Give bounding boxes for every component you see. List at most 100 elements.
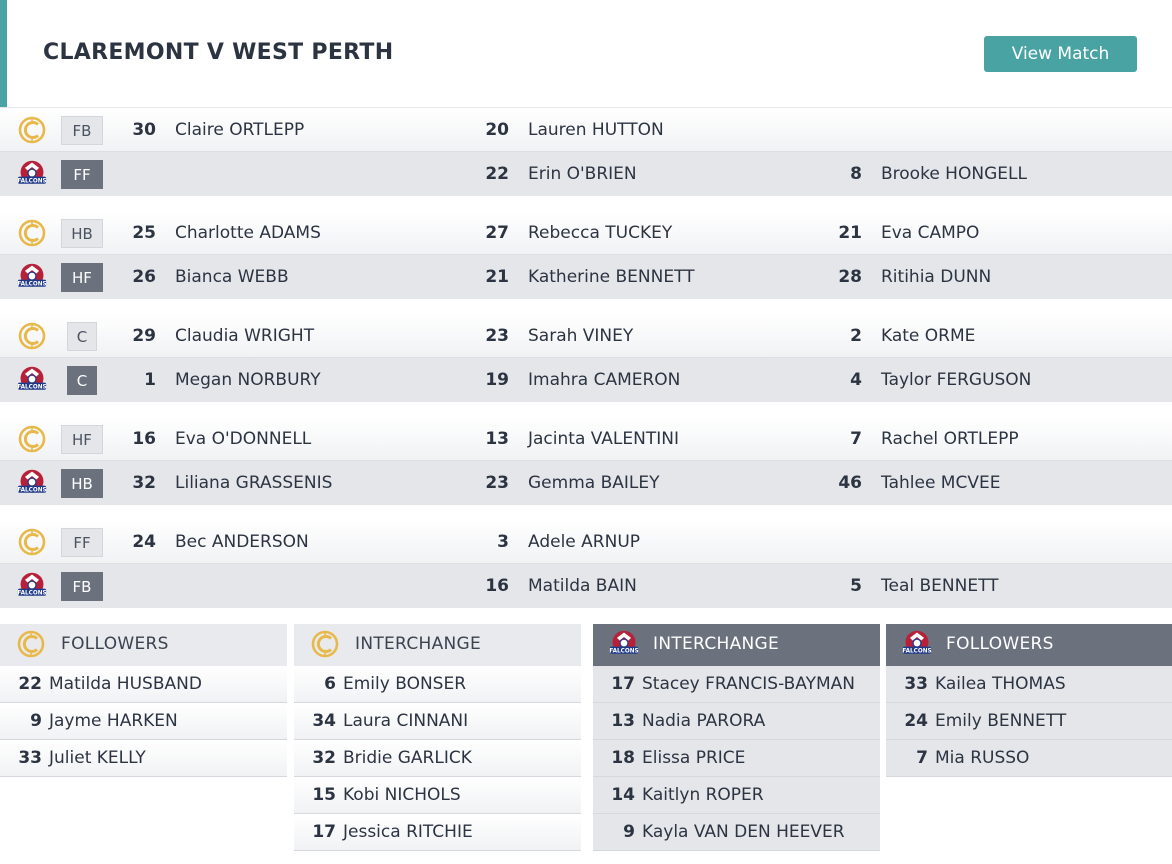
player-number: 17 <box>611 674 635 694</box>
svg-text:FALCONS: FALCONS <box>902 648 931 654</box>
bench-row: 6 Emily BONSER <box>294 666 581 703</box>
player-name[interactable]: Ritihia DUNN <box>881 267 992 287</box>
player-name[interactable]: Erin O'BRIEN <box>528 164 637 184</box>
player-number: 22 <box>485 164 509 184</box>
claremont-logo-icon <box>16 629 46 659</box>
player-name[interactable]: Lauren HUTTON <box>528 120 664 140</box>
player-name[interactable]: Imahra CAMERON <box>528 370 681 390</box>
view-match-button[interactable]: View Match <box>984 36 1137 72</box>
bench-row: 17 Stacey FRANCIS-BAYMAN <box>593 666 880 703</box>
player-number: 8 <box>850 164 862 184</box>
player-number: 25 <box>132 223 156 243</box>
player-name[interactable]: Bridie GARLICK <box>343 748 472 768</box>
player-name[interactable]: Stacey FRANCIS-BAYMAN <box>642 674 855 694</box>
away-row: FALCONS HB 32 Liliana GRASSENIS 23 Gemma BAIL… <box>0 461 1172 505</box>
player-number: 22 <box>18 674 42 694</box>
player-number: 17 <box>312 822 336 842</box>
player-number: 9 <box>30 711 42 731</box>
player-number: 29 <box>132 326 156 346</box>
accent-bar <box>0 0 7 108</box>
west-perth-logo-icon: FALCONS <box>17 365 47 395</box>
claremont-logo-icon <box>310 629 340 659</box>
bench-row: 9 Kayla VAN DEN HEEVER <box>593 814 880 851</box>
player-name[interactable]: Kate ORME <box>881 326 976 346</box>
player-name[interactable]: Laura CINNANI <box>343 711 469 731</box>
player-name[interactable]: Eva O'DONNELL <box>175 429 312 449</box>
position-badge: C <box>67 322 97 351</box>
panel-header: FALCONS INTERCHANGE <box>593 624 880 666</box>
bench-row: 22 Matilda HUSBAND <box>0 666 287 703</box>
claremont-logo-icon <box>17 527 47 557</box>
player-name[interactable]: Rachel ORTLEPP <box>881 429 1019 449</box>
player-name[interactable]: Jacinta VALENTINI <box>528 429 679 449</box>
away-row: FALCONS FB 16 Matilda BAIN 5 Teal BENNETT <box>0 564 1172 608</box>
player-name[interactable]: Claire ORTLEPP <box>175 120 305 140</box>
player-number: 24 <box>904 711 928 731</box>
player-name[interactable]: Kayla VAN DEN HEEVER <box>642 822 845 842</box>
bench-row: 33 Juliet KELLY <box>0 740 287 777</box>
player-name[interactable]: Brooke HONGELL <box>881 164 1027 184</box>
claremont-logo-icon <box>17 218 47 248</box>
player-name[interactable]: Tahlee MCVEE <box>881 473 1001 493</box>
player-number: 23 <box>485 326 509 346</box>
bench-row: 18 Elissa PRICE <box>593 740 880 777</box>
player-name[interactable]: Gemma BAILEY <box>528 473 660 493</box>
player-name[interactable]: Kobi NICHOLS <box>343 785 461 805</box>
position-badge: FB <box>61 116 103 145</box>
player-number: 6 <box>324 674 336 694</box>
player-name[interactable]: Adele ARNUP <box>528 532 641 552</box>
west-perth-logo-icon: FALCONS <box>17 262 47 292</box>
position-badge: C <box>67 366 97 395</box>
player-name[interactable]: Sarah VINEY <box>528 326 634 346</box>
player-number: 33 <box>18 748 42 768</box>
player-number: 5 <box>850 576 862 596</box>
bench-row: 34 Laura CINNANI <box>294 703 581 740</box>
player-name[interactable]: Eva CAMPO <box>881 223 980 243</box>
player-number: 14 <box>611 785 635 805</box>
player-name[interactable]: Kaitlyn ROPER <box>642 785 764 805</box>
match-header: CLAREMONT V WEST PERTH View Match <box>0 0 1172 108</box>
player-name[interactable]: Liliana GRASSENIS <box>175 473 333 493</box>
player-name[interactable]: Emily BONSER <box>343 674 467 694</box>
player-name[interactable]: Jayme HARKEN <box>49 711 178 731</box>
player-number: 4 <box>850 370 862 390</box>
player-name[interactable]: Mia RUSSO <box>935 748 1030 768</box>
player-number: 23 <box>485 473 509 493</box>
player-name[interactable]: Bianca WEBB <box>175 267 289 287</box>
player-name[interactable]: Elissa PRICE <box>642 748 746 768</box>
player-number: 7 <box>850 429 862 449</box>
player-number: 27 <box>485 223 509 243</box>
player-number: 32 <box>312 748 336 768</box>
player-name[interactable]: Teal BENNETT <box>881 576 999 596</box>
position-badge: HB <box>61 469 103 498</box>
player-number: 34 <box>312 711 336 731</box>
panel-header: FOLLOWERS <box>0 624 287 666</box>
player-name[interactable]: Katherine BENNETT <box>528 267 695 287</box>
home-row: C 29 Claudia WRIGHT 23 Sarah VINEY 2 Kate ORME <box>0 314 1172 358</box>
position-badge: HF <box>61 425 103 454</box>
player-name[interactable]: Matilda HUSBAND <box>49 674 202 694</box>
player-name[interactable]: Nadia PARORA <box>642 711 766 731</box>
bench-row: 17 Jessica RITCHIE <box>294 814 581 851</box>
player-name[interactable]: Charlotte ADAMS <box>175 223 321 243</box>
position-badge: FF <box>61 528 103 557</box>
player-name[interactable]: Taylor FERGUSON <box>881 370 1032 390</box>
panel-title: INTERCHANGE <box>355 634 482 654</box>
player-number: 9 <box>623 822 635 842</box>
player-name[interactable]: Matilda BAIN <box>528 576 637 596</box>
home-followers-panel: FOLLOWERS 22 Matilda HUSBAND 9 Jayme HARKEN 3… <box>0 624 287 777</box>
player-name[interactable]: Rebecca TUCKEY <box>528 223 673 243</box>
player-number: 16 <box>485 576 509 596</box>
player-name[interactable]: Megan NORBURY <box>175 370 321 390</box>
player-number: 33 <box>904 674 928 694</box>
player-name[interactable]: Claudia WRIGHT <box>175 326 315 346</box>
player-number: 46 <box>838 473 862 493</box>
player-name[interactable]: Emily BENNETT <box>935 711 1067 731</box>
player-name[interactable]: Jessica RITCHIE <box>343 822 473 842</box>
player-name[interactable]: Bec ANDERSON <box>175 532 309 552</box>
player-number: 19 <box>485 370 509 390</box>
player-name[interactable]: Kailea THOMAS <box>935 674 1066 694</box>
position-badge: FB <box>61 572 103 601</box>
player-name[interactable]: Juliet KELLY <box>49 748 146 768</box>
svg-text:FALCONS: FALCONS <box>17 281 46 287</box>
